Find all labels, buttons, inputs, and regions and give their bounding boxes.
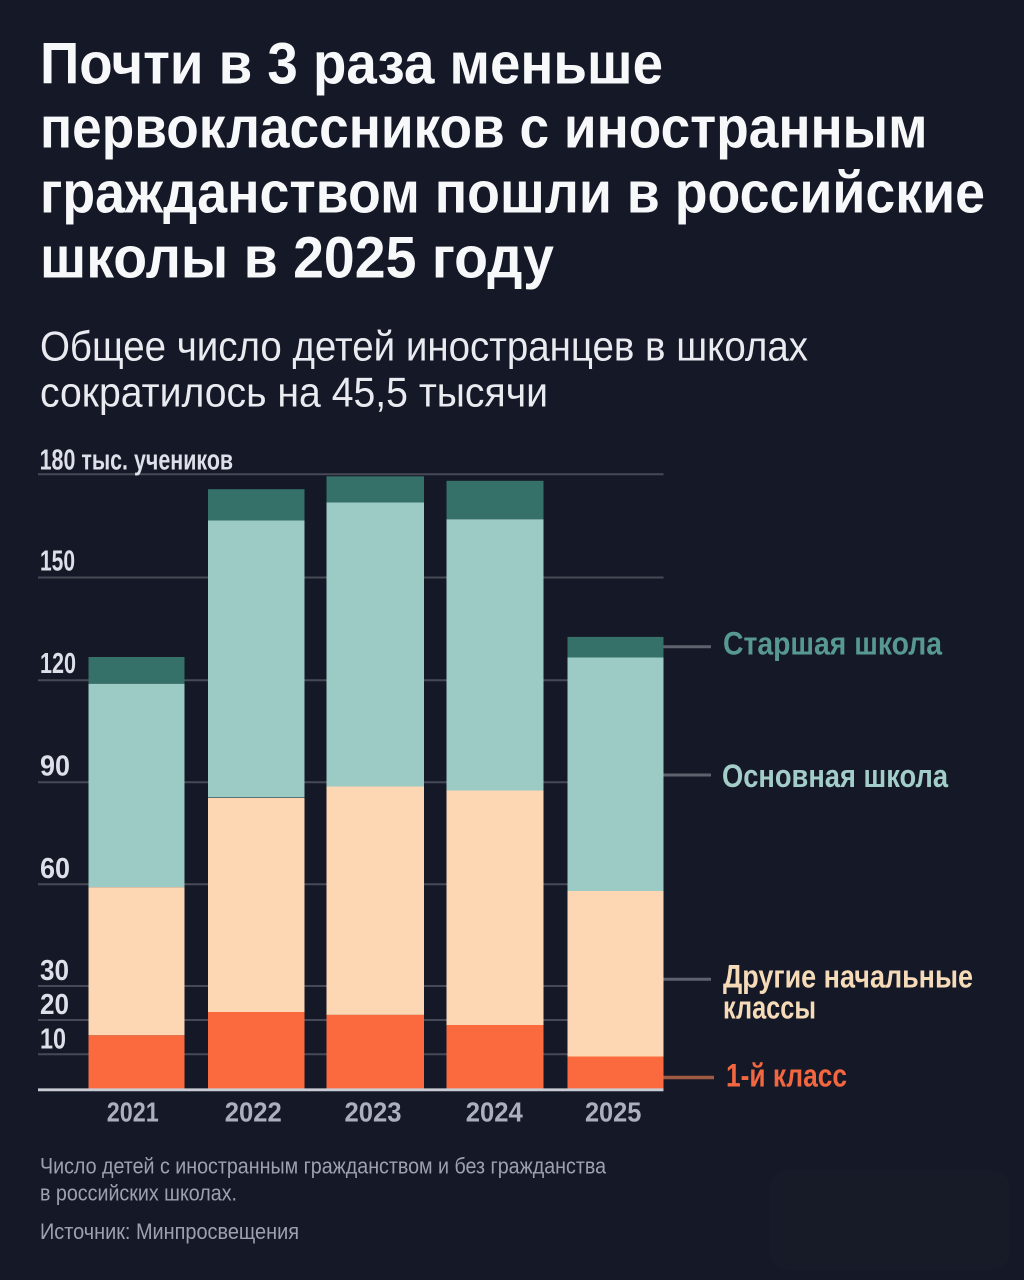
- svg-text:гражданством пошли в российски: гражданством пошли в российские: [40, 161, 985, 226]
- svg-text:Другие начальные: Другие начальные: [723, 959, 973, 995]
- svg-text:2022: 2022: [225, 1097, 282, 1128]
- svg-text:Основная школа: Основная школа: [722, 758, 948, 794]
- svg-text:первоклассников с иностранным: первоклассников с иностранным: [40, 96, 928, 161]
- svg-text:Источник: Минпросвещения: Источник: Минпросвещения: [40, 1219, 299, 1244]
- svg-text:10: 10: [40, 1023, 66, 1055]
- svg-text:Число детей с иностранным граж: Число детей с иностранным гражданством и…: [40, 1154, 607, 1179]
- svg-text:Почти в 3 раза меньше: Почти в 3 раза меньше: [40, 32, 663, 97]
- svg-text:2023: 2023: [345, 1097, 402, 1128]
- svg-text:90: 90: [40, 750, 70, 782]
- svg-text:классы: классы: [723, 989, 816, 1025]
- svg-text:30: 30: [40, 955, 69, 987]
- svg-text:Общее число детей иностранцев: Общее число детей иностранцев в школах: [40, 323, 808, 370]
- svg-text:Старшая школа: Старшая школа: [723, 626, 942, 662]
- svg-text:2021: 2021: [107, 1097, 159, 1128]
- svg-text:180 тыс. учеников: 180 тыс. учеников: [40, 444, 234, 476]
- svg-text:2025: 2025: [585, 1097, 642, 1128]
- svg-text:1-й класс: 1-й класс: [726, 1058, 847, 1094]
- svg-text:школы в 2025 году: школы в 2025 году: [40, 226, 554, 291]
- svg-text:60: 60: [40, 853, 70, 885]
- svg-text:150: 150: [40, 546, 75, 578]
- svg-text:120: 120: [40, 648, 76, 680]
- svg-text:20: 20: [40, 989, 69, 1021]
- svg-text:сократилось на 45,5 тысячи: сократилось на 45,5 тысячи: [40, 368, 548, 415]
- svg-text:2024: 2024: [466, 1097, 523, 1128]
- svg-text:в российских школах.: в российских школах.: [40, 1180, 237, 1205]
